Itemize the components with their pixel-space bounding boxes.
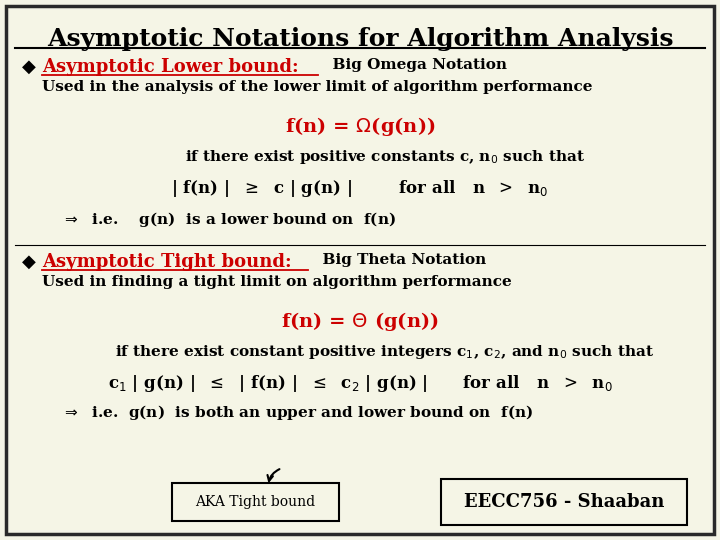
Text: Used in the analysis of the lower limit of algorithm performance: Used in the analysis of the lower limit …	[42, 80, 593, 94]
Text: f(n) = $\Theta$ (g(n)): f(n) = $\Theta$ (g(n))	[281, 310, 439, 333]
Text: Asymptotic Lower bound:: Asymptotic Lower bound:	[42, 58, 299, 76]
FancyBboxPatch shape	[172, 483, 339, 521]
Text: | f(n) |  $\geq$  c | g(n) |        for all   n  $>$  n$_0$: | f(n) | $\geq$ c | g(n) | for all n $>$…	[171, 178, 549, 199]
Text: $\Rightarrow$  i.e.  g(n)  is both an upper and lower bound on  f(n): $\Rightarrow$ i.e. g(n) is both an upper…	[62, 403, 533, 422]
Text: f(n) = $\Omega$(g(n)): f(n) = $\Omega$(g(n))	[284, 115, 436, 138]
Text: EECC756 - Shaaban: EECC756 - Shaaban	[464, 493, 664, 511]
Text: Asymptotic Notations for Algorithm Analysis: Asymptotic Notations for Algorithm Analy…	[47, 27, 673, 51]
Text: if there exist positive constants c, n$_0$ such that: if there exist positive constants c, n$_…	[185, 148, 585, 166]
Text: Used in finding a tight limit on algorithm performance: Used in finding a tight limit on algorit…	[42, 275, 512, 289]
Text: $\Rightarrow$  i.e.    g(n)  is a lower bound on  f(n): $\Rightarrow$ i.e. g(n) is a lower bound…	[62, 210, 396, 229]
Text: Big Theta Notation: Big Theta Notation	[312, 253, 486, 267]
FancyBboxPatch shape	[6, 6, 714, 534]
Text: Big Omega Notation: Big Omega Notation	[322, 58, 507, 72]
FancyBboxPatch shape	[441, 479, 687, 525]
Text: c$_1$ | g(n) |  $\leq$  | f(n) |  $\leq$  c$_2$ | g(n) |      for all   n  $>$  : c$_1$ | g(n) | $\leq$ | f(n) | $\leq$ c$…	[107, 373, 613, 394]
Text: ◆: ◆	[22, 253, 36, 271]
Text: ◆: ◆	[22, 58, 36, 76]
Text: if there exist constant positive integers c$_1$, c$_2$, and n$_0$ such that: if there exist constant positive integer…	[115, 343, 654, 361]
Text: AKA Tight bound: AKA Tight bound	[195, 495, 315, 509]
Text: Asymptotic Tight bound:: Asymptotic Tight bound:	[42, 253, 292, 271]
